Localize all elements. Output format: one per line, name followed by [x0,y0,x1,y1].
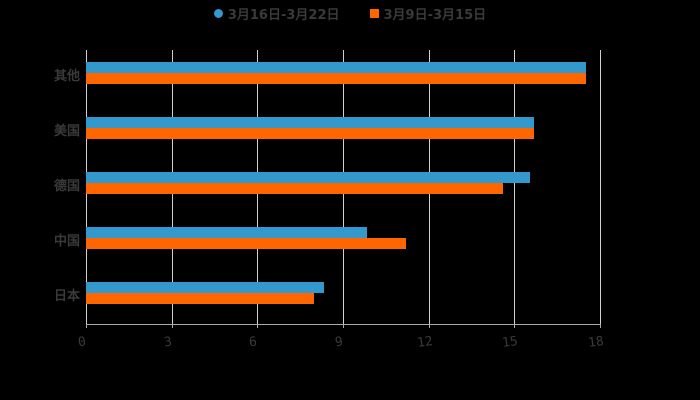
y-category-label: 日本 [53,288,80,304]
gridline [600,50,601,324]
legend-label: 3月16日-3月22日 [227,8,340,23]
plot-area [86,50,601,324]
x-tick-mark [428,324,430,328]
y-category-label: 德国 [53,179,80,194]
chart-legend: 3月16日-3月22日 3月9日-3月15日 [0,4,700,23]
x-tick-mark [514,324,516,328]
legend-label: 3月9日-3月15日 [383,8,487,23]
x-tick-label: 6 [248,334,259,351]
y-category-label: 中国 [53,233,80,249]
x-tick-mark [257,324,259,328]
y-category-label: 其他 [53,69,80,85]
legend-item-series-1[interactable]: 3月16日-3月22日 [213,4,340,23]
bar[interactable] [86,73,586,85]
bar[interactable] [86,183,503,194]
bar[interactable] [86,292,315,304]
x-tick-label: 9 [334,334,344,351]
x-tick-label: 15 [501,333,520,352]
x-tick-mark [600,324,601,328]
bar[interactable] [86,172,531,183]
gridline [514,50,516,324]
bar[interactable] [86,128,535,140]
y-category-label: 美国 [53,124,80,140]
bar[interactable] [86,237,406,249]
bar[interactable] [86,117,535,129]
x-tick-mark [343,324,344,328]
x-tick-label: 3 [162,334,173,351]
bar[interactable] [86,226,368,238]
bar[interactable] [86,62,586,74]
legend-swatch-circle-icon [213,9,223,18]
legend-item-series-2[interactable]: 3月9日-3月15日 [369,4,487,23]
legend-swatch-square-icon [369,9,379,18]
x-tick-label: 12 [415,333,434,352]
x-tick-mark [86,324,87,328]
x-tick-label: 18 [587,333,605,352]
x-tick-label: 0 [77,334,87,351]
x-tick-mark [171,324,173,328]
bar[interactable] [86,281,325,293]
